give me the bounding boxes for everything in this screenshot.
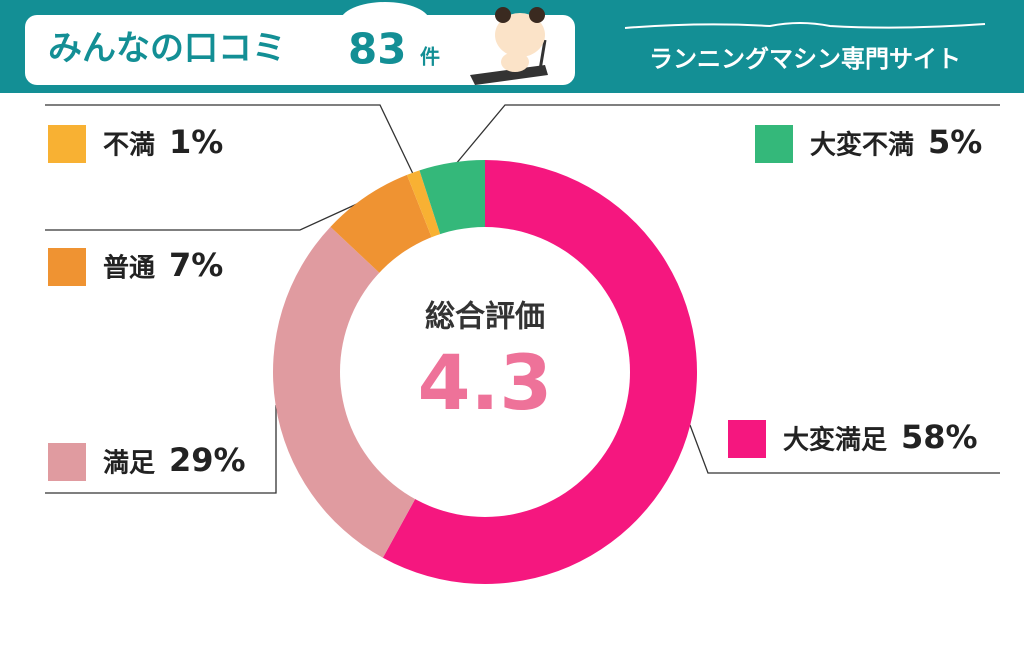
legend-label: 不満 xyxy=(103,131,155,161)
center-value: 4.3 xyxy=(418,338,553,427)
legend-swatch xyxy=(755,125,793,163)
header-count-unit: 件 xyxy=(420,45,440,69)
value-label: 7% xyxy=(169,246,223,284)
leader-lines xyxy=(45,104,1000,494)
value-label: 58% xyxy=(901,418,978,456)
center-title: 総合評価 xyxy=(425,300,545,335)
legend-swatch xyxy=(48,125,86,163)
donut-slice xyxy=(419,160,485,239)
donut-slice xyxy=(382,160,697,584)
value-label: 29% xyxy=(169,441,246,479)
legend-label: 大変不満 xyxy=(810,130,914,161)
legend-label: 満足 xyxy=(103,449,155,479)
value-label: 5% xyxy=(928,123,982,161)
legend-swatch xyxy=(48,443,86,481)
donut-hole xyxy=(340,227,630,517)
value-label: 1% xyxy=(169,123,223,161)
header-title: みんなの口コミ xyxy=(48,29,286,69)
legend-swatch xyxy=(48,248,86,286)
legend-label: 大変満足 xyxy=(783,425,887,456)
header-count: 83 xyxy=(348,25,406,74)
header-wave xyxy=(624,22,986,29)
donut-slice xyxy=(406,170,442,242)
mascot xyxy=(470,7,548,85)
header-box xyxy=(25,15,575,85)
header-site: ランニングマシン専門サイト xyxy=(649,45,961,73)
legend-swatch xyxy=(728,420,766,458)
legend-label: 普通 xyxy=(103,253,155,284)
